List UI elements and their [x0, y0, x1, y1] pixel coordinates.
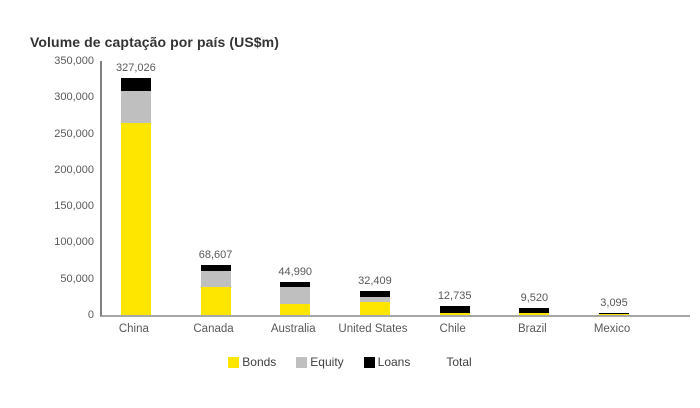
y-axis: 0 50,000 100,000 150,000 200,000 250,000 300,0…: [18, 55, 94, 321]
bar-segment-bonds: [200, 287, 231, 315]
legend-swatch-loans: [363, 356, 375, 368]
bar-total-label: 3,095: [600, 296, 628, 309]
bar-total-label: 9,520: [520, 292, 549, 305]
x-category-label: Canada: [193, 323, 234, 335]
bar-group-canada: 68,607: [176, 61, 256, 315]
bar-stack: [519, 308, 550, 315]
legend-item-loans: Loans: [363, 355, 411, 369]
bar-segment-loans: [280, 282, 311, 288]
bar-segment-loans: [519, 308, 550, 314]
bar-segment-equity: [359, 296, 390, 302]
bar-stack: [439, 305, 470, 315]
bar-group-chile: 12,735: [415, 61, 495, 315]
bar-stack: [120, 77, 151, 315]
y-tick-label: 50,000: [60, 272, 94, 285]
x-category-label: Mexico: [593, 323, 631, 335]
y-tick-label: 0: [87, 309, 94, 321]
plot-area: 327,026 68,607 44,990 32,409 12,735 9,520 3,09…: [100, 61, 690, 317]
x-category-label: Brazil: [517, 323, 547, 335]
y-tick-label: 150,000: [54, 200, 94, 213]
bar-stack: [200, 265, 231, 315]
bar-segment-bonds: [519, 313, 550, 315]
x-category-label: China: [118, 323, 149, 335]
bar-segment-bonds: [599, 313, 630, 315]
bar-segment-bonds: [439, 313, 470, 315]
bar-segment-equity: [120, 90, 151, 123]
bar-total-label: 12,735: [437, 289, 472, 302]
bar-segment-bonds: [280, 304, 311, 315]
chart-title: Volume de captação por país (US$m): [30, 34, 279, 50]
bar-segment-loans: [120, 77, 151, 91]
bar-stack: [599, 312, 630, 315]
bar-segment-equity: [280, 287, 311, 305]
y-tick-label: 200,000: [54, 163, 94, 176]
bar-stack: [280, 282, 311, 315]
x-category-label: Australia: [270, 323, 316, 335]
bar-segment-bonds: [120, 122, 151, 315]
bar-group-australia: 44,990: [255, 61, 335, 315]
bar-total-label: 68,607: [198, 249, 233, 262]
x-axis-labels: China Canada Australia United States Chile Br…: [100, 323, 688, 339]
bar-group-brazil: 9,520: [495, 61, 575, 315]
legend-item-equity: Equity: [296, 355, 344, 369]
y-tick-label: 350,000: [54, 55, 94, 67]
bar-stack: [359, 291, 390, 315]
bar-segment-loans: [359, 291, 390, 297]
bar-total-label: 44,990: [278, 266, 313, 279]
y-tick-label: 250,000: [54, 127, 94, 140]
legend-label: Loans: [377, 355, 411, 369]
bar-segment-loans: [439, 305, 470, 314]
bar-group-china: 327,026: [96, 61, 176, 315]
legend-label: Bonds: [242, 355, 277, 369]
bar-total-label: 32,409: [358, 275, 392, 288]
x-category-label: Chile: [439, 323, 466, 335]
bar-segment-equity: [200, 271, 231, 288]
bar-segment-loans: [200, 265, 231, 272]
legend-item-bonds: Bonds: [228, 355, 276, 369]
legend-label: Total: [446, 355, 472, 369]
y-tick-label: 100,000: [54, 236, 94, 249]
legend-label: Equity: [310, 355, 344, 369]
bar-group-united-states: 32,409: [335, 61, 415, 315]
legend-swatch-bonds: [228, 356, 240, 368]
bar-segment-bonds: [359, 301, 390, 315]
legend: Bonds Equity Loans Total: [0, 354, 700, 370]
x-category-label: United States: [338, 323, 408, 335]
legend-item-total: Total: [446, 355, 471, 369]
bar-segment-loans: [599, 312, 630, 314]
legend-swatch-equity: [296, 356, 308, 368]
bar-group-mexico: 3,095: [574, 61, 654, 315]
bar-total-label: 327,026: [115, 61, 156, 74]
y-tick-label: 300,000: [54, 91, 94, 104]
